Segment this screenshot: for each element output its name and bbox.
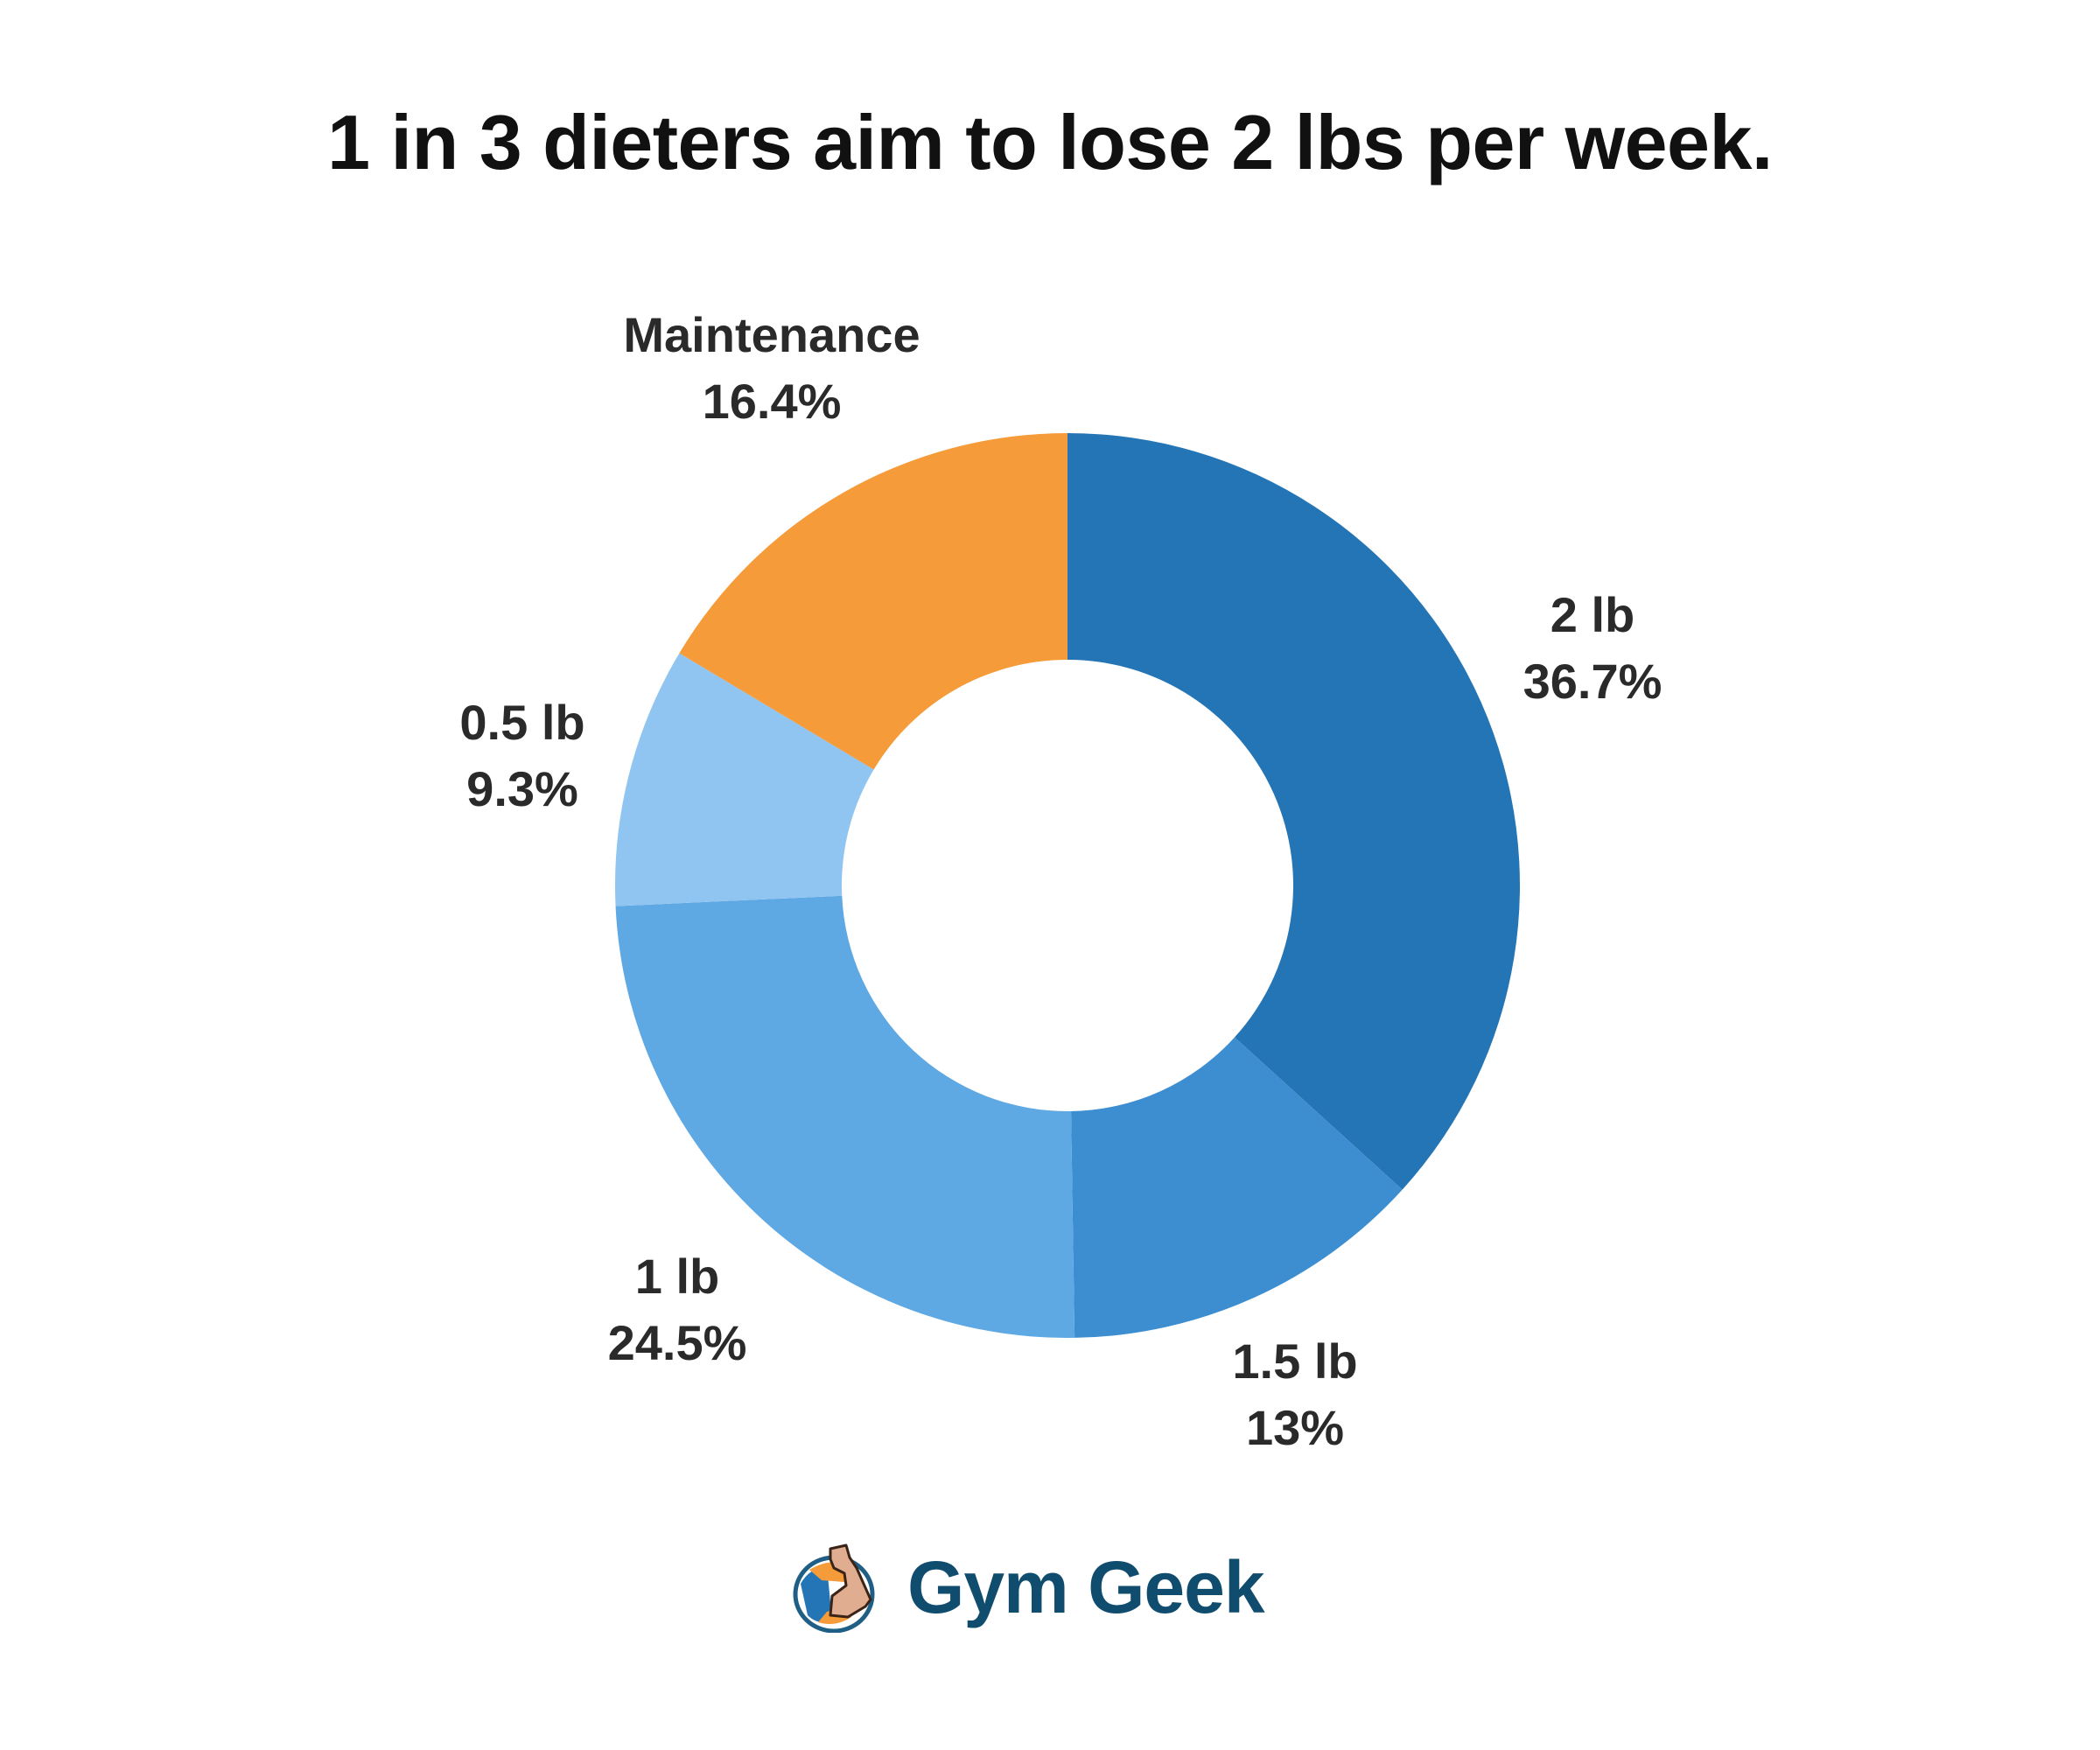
chart-title: 1 in 3 dieters aim to lose 2 lbs per wee… [327, 99, 1773, 186]
slice-1-lb [615, 895, 1075, 1338]
slice-2-lb [1068, 433, 1521, 1190]
slice-label: 0.5 lb [459, 695, 584, 750]
slice-maintenance [679, 433, 1068, 770]
brand-name: Gym Geek [907, 1545, 1265, 1628]
slice-value-label: 13% [1246, 1400, 1344, 1455]
slice-label: 2 lb [1550, 587, 1634, 642]
slice-0-5-lb [615, 653, 874, 906]
slice-value-label: 16.4% [703, 374, 842, 429]
slice-value-label: 9.3% [466, 761, 578, 816]
slice-label: 1.5 lb [1232, 1334, 1357, 1389]
flexing-arm-logo-icon [793, 1544, 875, 1633]
brand-logo: Gym Geek [792, 1542, 1265, 1633]
slice-value-label: 36.7% [1523, 654, 1662, 709]
slice-value-label: 24.5% [608, 1315, 747, 1370]
slice-label: Maintenance [623, 307, 920, 362]
slice-1-5-lb [1071, 1037, 1403, 1338]
slice-label: 1 lb [635, 1249, 719, 1304]
